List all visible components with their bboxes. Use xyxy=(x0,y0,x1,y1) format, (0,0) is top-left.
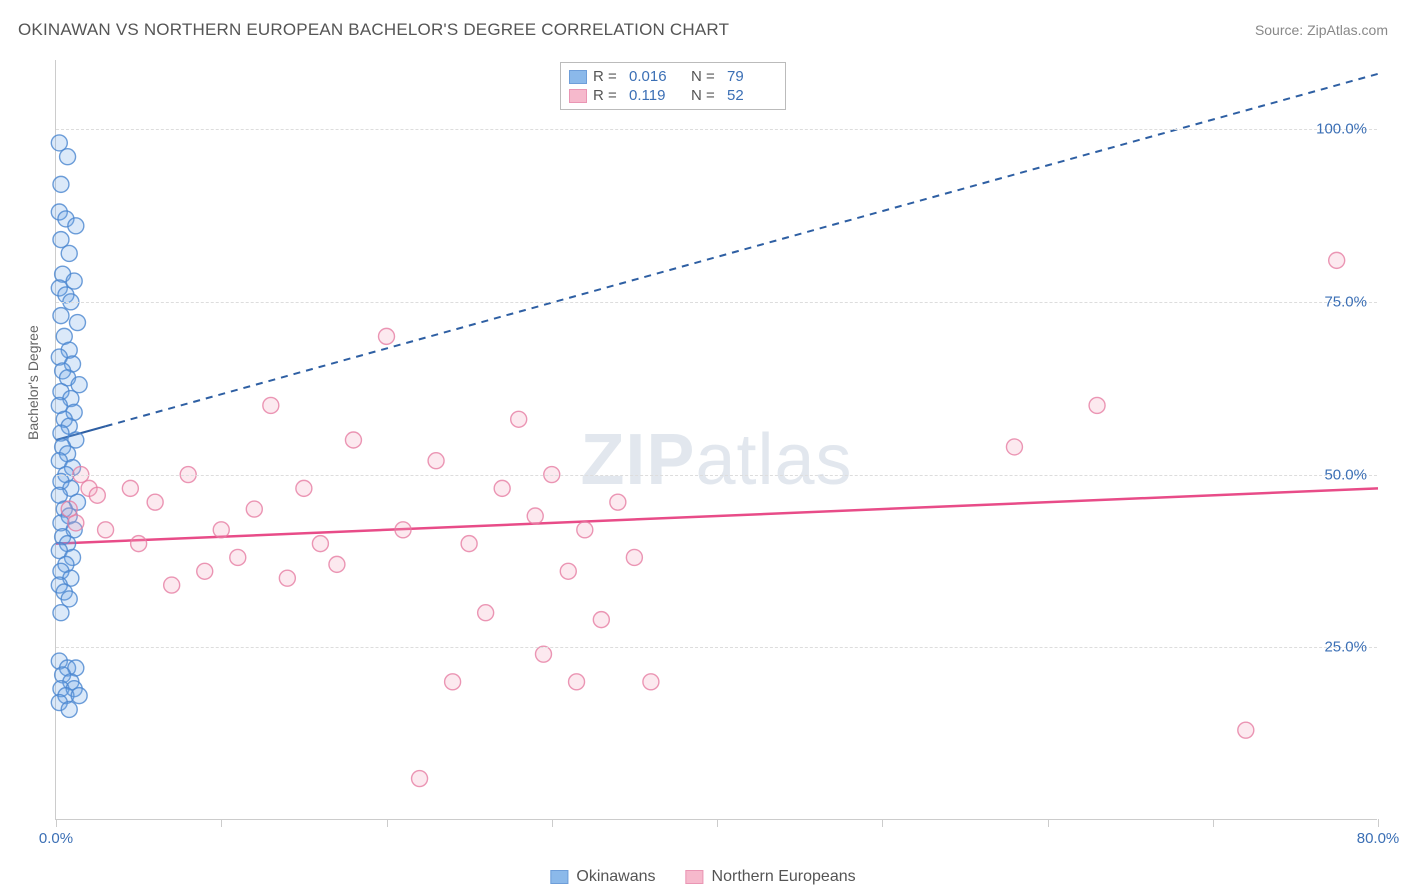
plot-svg xyxy=(56,60,1377,819)
gridline-h xyxy=(56,647,1377,648)
n-value-okinawans: 79 xyxy=(727,68,777,85)
n-label: N = xyxy=(691,87,721,104)
y-tick-label: 50.0% xyxy=(1324,466,1367,483)
r-label: R = xyxy=(593,87,623,104)
x-tick xyxy=(387,819,388,827)
chart-title: OKINAWAN VS NORTHERN EUROPEAN BACHELOR'S… xyxy=(18,20,729,40)
swatch-okinawans-icon xyxy=(550,870,568,884)
legend-item-northern-europeans: Northern Europeans xyxy=(686,868,856,886)
x-tick xyxy=(552,819,553,827)
x-tick xyxy=(882,819,883,827)
x-tick-label: 80.0% xyxy=(1357,830,1400,847)
source-label: Source: xyxy=(1255,22,1307,38)
legend-label-northern-europeans: Northern Europeans xyxy=(712,868,856,886)
chart-container: OKINAWAN VS NORTHERN EUROPEAN BACHELOR'S… xyxy=(0,0,1406,892)
gridline-h xyxy=(56,475,1377,476)
x-tick xyxy=(1048,819,1049,827)
n-value-northern-europeans: 52 xyxy=(727,87,777,104)
x-tick xyxy=(56,819,57,827)
y-axis-label: Bachelor's Degree xyxy=(25,325,41,440)
x-tick xyxy=(1213,819,1214,827)
x-tick xyxy=(717,819,718,827)
y-tick-label: 25.0% xyxy=(1324,639,1367,656)
source-attribution: Source: ZipAtlas.com xyxy=(1255,22,1388,38)
r-value-northern-europeans: 0.119 xyxy=(629,87,679,104)
source-value: ZipAtlas.com xyxy=(1307,22,1388,38)
r-label: R = xyxy=(593,68,623,85)
x-tick xyxy=(1378,819,1379,827)
gridline-h xyxy=(56,129,1377,130)
swatch-okinawans xyxy=(569,70,587,84)
stats-row-okinawans: R = 0.016 N = 79 xyxy=(569,67,777,86)
x-tick xyxy=(221,819,222,827)
stats-row-northern-europeans: R = 0.119 N = 52 xyxy=(569,86,777,105)
series-legend: Okinawans Northern Europeans xyxy=(550,868,855,886)
legend-label-okinawans: Okinawans xyxy=(576,868,655,886)
x-tick-label: 0.0% xyxy=(39,830,73,847)
legend-item-okinawans: Okinawans xyxy=(550,868,655,886)
r-value-okinawans: 0.016 xyxy=(629,68,679,85)
swatch-northern-europeans xyxy=(569,89,587,103)
y-tick-label: 100.0% xyxy=(1316,121,1367,138)
y-tick-label: 75.0% xyxy=(1324,293,1367,310)
stats-legend: R = 0.016 N = 79 R = 0.119 N = 52 xyxy=(560,62,786,110)
n-label: N = xyxy=(691,68,721,85)
gridline-h xyxy=(56,302,1377,303)
plot-area: ZIPatlas 25.0%50.0%75.0%100.0%0.0%80.0% xyxy=(55,60,1377,820)
swatch-northern-europeans-icon xyxy=(686,870,704,884)
